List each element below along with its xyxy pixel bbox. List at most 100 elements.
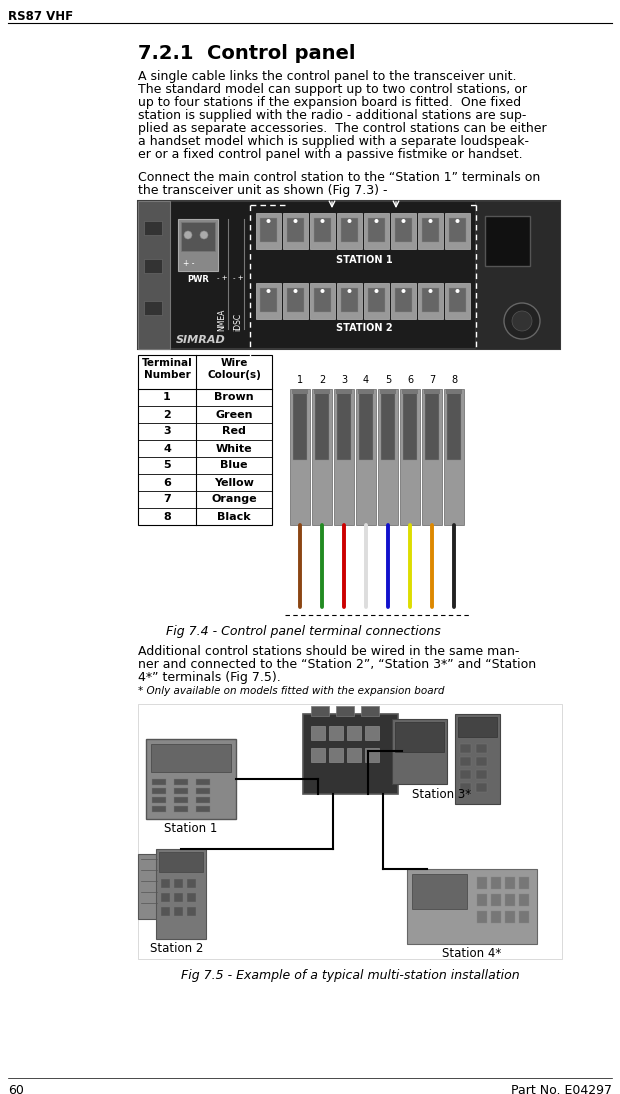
Bar [144,301,162,315]
Text: RS87 VHF: RS87 VHF [8,10,73,23]
Bar [505,876,515,888]
Bar [334,389,354,525]
Bar [337,283,362,319]
Bar [260,218,277,242]
Bar [395,722,444,752]
Bar [174,805,188,812]
Bar [359,392,373,459]
Text: 5: 5 [163,461,171,470]
Bar [152,805,166,812]
Text: the transceiver unit as shown (Fig 7.3) -: the transceiver unit as shown (Fig 7.3) … [138,184,388,197]
Bar [174,796,188,803]
Bar [418,213,443,249]
Text: Wire
Colour(s): Wire Colour(s) [207,358,261,381]
Bar [256,283,281,319]
Text: er or a fixed control panel with a passive fistmike or handset.: er or a fixed control panel with a passi… [138,148,523,161]
Bar [402,389,418,394]
Text: up to four stations if the expansion board is fitted.  One fixed: up to four stations if the expansion boa… [138,96,521,109]
Bar [290,389,310,525]
Bar [505,894,515,906]
Bar [196,788,210,793]
Text: 7: 7 [163,494,171,504]
Bar [174,878,183,887]
Bar [449,288,466,312]
Bar [444,389,464,525]
Bar [519,894,529,906]
Text: iDSC: iDSC [234,313,242,331]
Bar [314,389,330,394]
Bar [391,213,416,249]
Bar [407,869,537,944]
Bar [412,874,467,909]
Text: 60: 60 [8,1084,24,1094]
Bar [314,218,331,242]
Bar [395,288,412,312]
Circle shape [456,219,459,223]
Circle shape [512,311,532,331]
Bar [476,782,487,792]
Bar [378,389,398,525]
Text: 3: 3 [341,375,347,385]
Bar [196,796,210,803]
Text: 5: 5 [385,375,391,385]
Bar [395,218,412,242]
Bar [458,717,497,736]
Text: Red: Red [222,427,246,437]
Circle shape [428,289,433,293]
Bar [477,910,487,922]
Bar [460,782,471,792]
Text: - +: - + [232,275,243,281]
Circle shape [347,219,352,223]
Bar [256,213,281,249]
Text: The standard model can support up to two control stations, or: The standard model can support up to two… [138,83,527,96]
Bar [505,910,515,922]
Circle shape [321,289,324,293]
Bar [152,796,166,803]
Bar [475,201,560,349]
Bar [283,283,308,319]
Bar [365,747,378,761]
Text: plied as separate accessories.  The control stations can be either: plied as separate accessories. The contr… [138,123,547,135]
Text: 1: 1 [163,393,171,403]
Bar [477,894,487,906]
Bar [161,878,170,887]
Bar [314,288,331,312]
Bar [519,876,529,888]
Bar [174,779,188,784]
Text: ner and connected to the “Station 2”, “Station 3*” and “Station: ner and connected to the “Station 2”, “S… [138,657,536,671]
Bar [138,201,560,349]
Bar [336,389,352,394]
Bar [365,725,378,740]
Text: 6: 6 [407,375,413,385]
Bar [491,876,501,888]
Bar [138,853,160,919]
Text: White: White [216,443,252,454]
Text: Connect the main control station to the “Station 1” terminals on: Connect the main control station to the … [138,171,540,184]
Bar [476,744,487,753]
Circle shape [293,219,298,223]
Bar [425,392,439,459]
Bar [310,213,335,249]
Bar [312,389,332,525]
Text: 4: 4 [363,375,369,385]
Text: Orange: Orange [211,494,257,504]
Bar [310,283,335,319]
Bar [293,392,307,459]
Bar [156,849,206,939]
Bar [287,288,304,312]
Text: 7.2.1  Control panel: 7.2.1 Control panel [138,44,355,63]
Bar [181,222,215,251]
Text: 4*” terminals (Fig 7.5).: 4*” terminals (Fig 7.5). [138,671,281,684]
Bar [159,851,203,872]
Text: 3: 3 [163,427,171,437]
Bar [311,725,324,740]
Bar [460,744,471,753]
Bar [364,213,389,249]
Bar [337,392,351,459]
Text: PWR: PWR [187,275,209,284]
Bar [391,283,416,319]
Bar [178,219,218,271]
Bar [311,706,329,715]
Bar [337,213,362,249]
Text: Black: Black [217,512,251,522]
